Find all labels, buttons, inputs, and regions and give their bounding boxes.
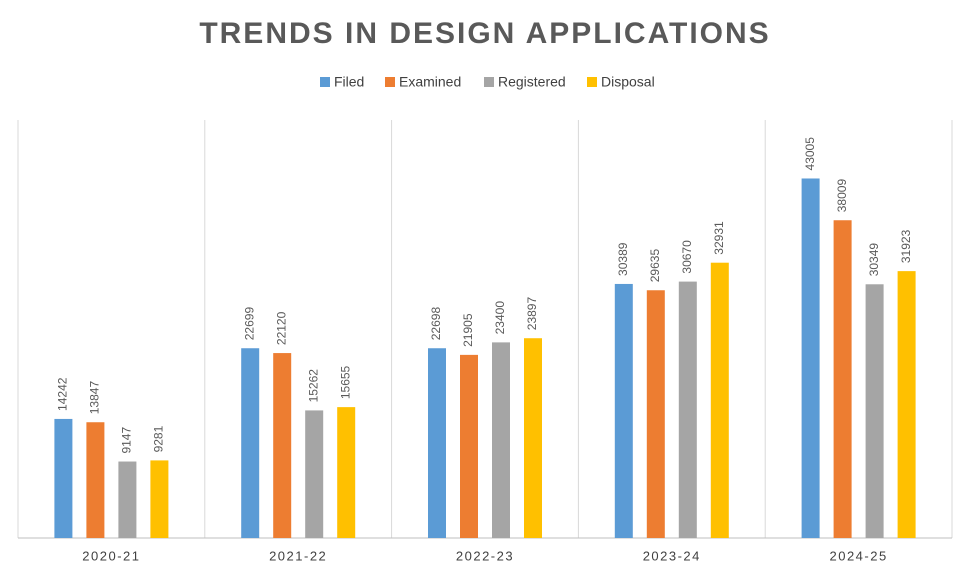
value-label: 15262 xyxy=(306,369,320,403)
value-label: 22699 xyxy=(242,307,256,341)
value-label: 22120 xyxy=(274,311,288,345)
legend-label: Examined xyxy=(399,74,461,90)
value-label: 38009 xyxy=(835,179,849,213)
bar xyxy=(86,422,105,538)
value-label: 43005 xyxy=(803,137,817,171)
value-label: 22698 xyxy=(429,307,443,341)
value-label: 32931 xyxy=(712,221,726,255)
legend-swatch xyxy=(587,77,597,87)
legend-label: Registered xyxy=(498,74,566,90)
value-label: 31923 xyxy=(899,229,913,263)
legend-swatch xyxy=(385,77,395,87)
value-label: 13847 xyxy=(88,381,102,415)
legend-swatch xyxy=(320,77,330,87)
legend-label: Filed xyxy=(334,74,364,90)
value-label: 9147 xyxy=(120,427,134,454)
x-tick-label: 2023-24 xyxy=(643,548,701,563)
bar xyxy=(305,410,324,538)
bar xyxy=(833,220,852,539)
value-label: 15655 xyxy=(338,365,352,399)
bar xyxy=(524,338,542,538)
bar xyxy=(865,284,884,538)
bar xyxy=(460,354,478,538)
value-label: 21905 xyxy=(461,313,475,347)
bar xyxy=(273,353,292,538)
bar xyxy=(710,262,729,538)
bar xyxy=(492,342,510,538)
bar xyxy=(150,460,169,538)
bar xyxy=(646,290,665,538)
bar xyxy=(337,407,356,538)
bar xyxy=(801,178,820,538)
value-label: 9281 xyxy=(152,425,166,452)
bar xyxy=(678,281,697,538)
value-label: 23897 xyxy=(525,297,539,331)
value-label: 30349 xyxy=(867,243,881,277)
value-label: 30389 xyxy=(616,242,630,276)
x-tick-label: 2020-21 xyxy=(82,548,140,563)
bar xyxy=(54,418,73,538)
x-tick-label: 2021-22 xyxy=(269,548,327,563)
value-label: 30670 xyxy=(680,240,694,274)
legend-swatch xyxy=(484,77,494,87)
chart-title: TRENDS IN DESIGN APPLICATIONS xyxy=(199,17,770,50)
bar xyxy=(897,271,916,538)
x-tick-label: 2022-23 xyxy=(456,548,514,563)
bar xyxy=(614,283,633,538)
bar xyxy=(428,348,446,538)
bar xyxy=(118,461,137,538)
legend-label: Disposal xyxy=(601,74,655,90)
value-label: 14242 xyxy=(56,377,70,411)
value-label: 29635 xyxy=(648,249,662,283)
bar xyxy=(241,348,260,538)
x-tick-label: 2024-25 xyxy=(829,548,887,563)
value-label: 23400 xyxy=(493,301,507,335)
